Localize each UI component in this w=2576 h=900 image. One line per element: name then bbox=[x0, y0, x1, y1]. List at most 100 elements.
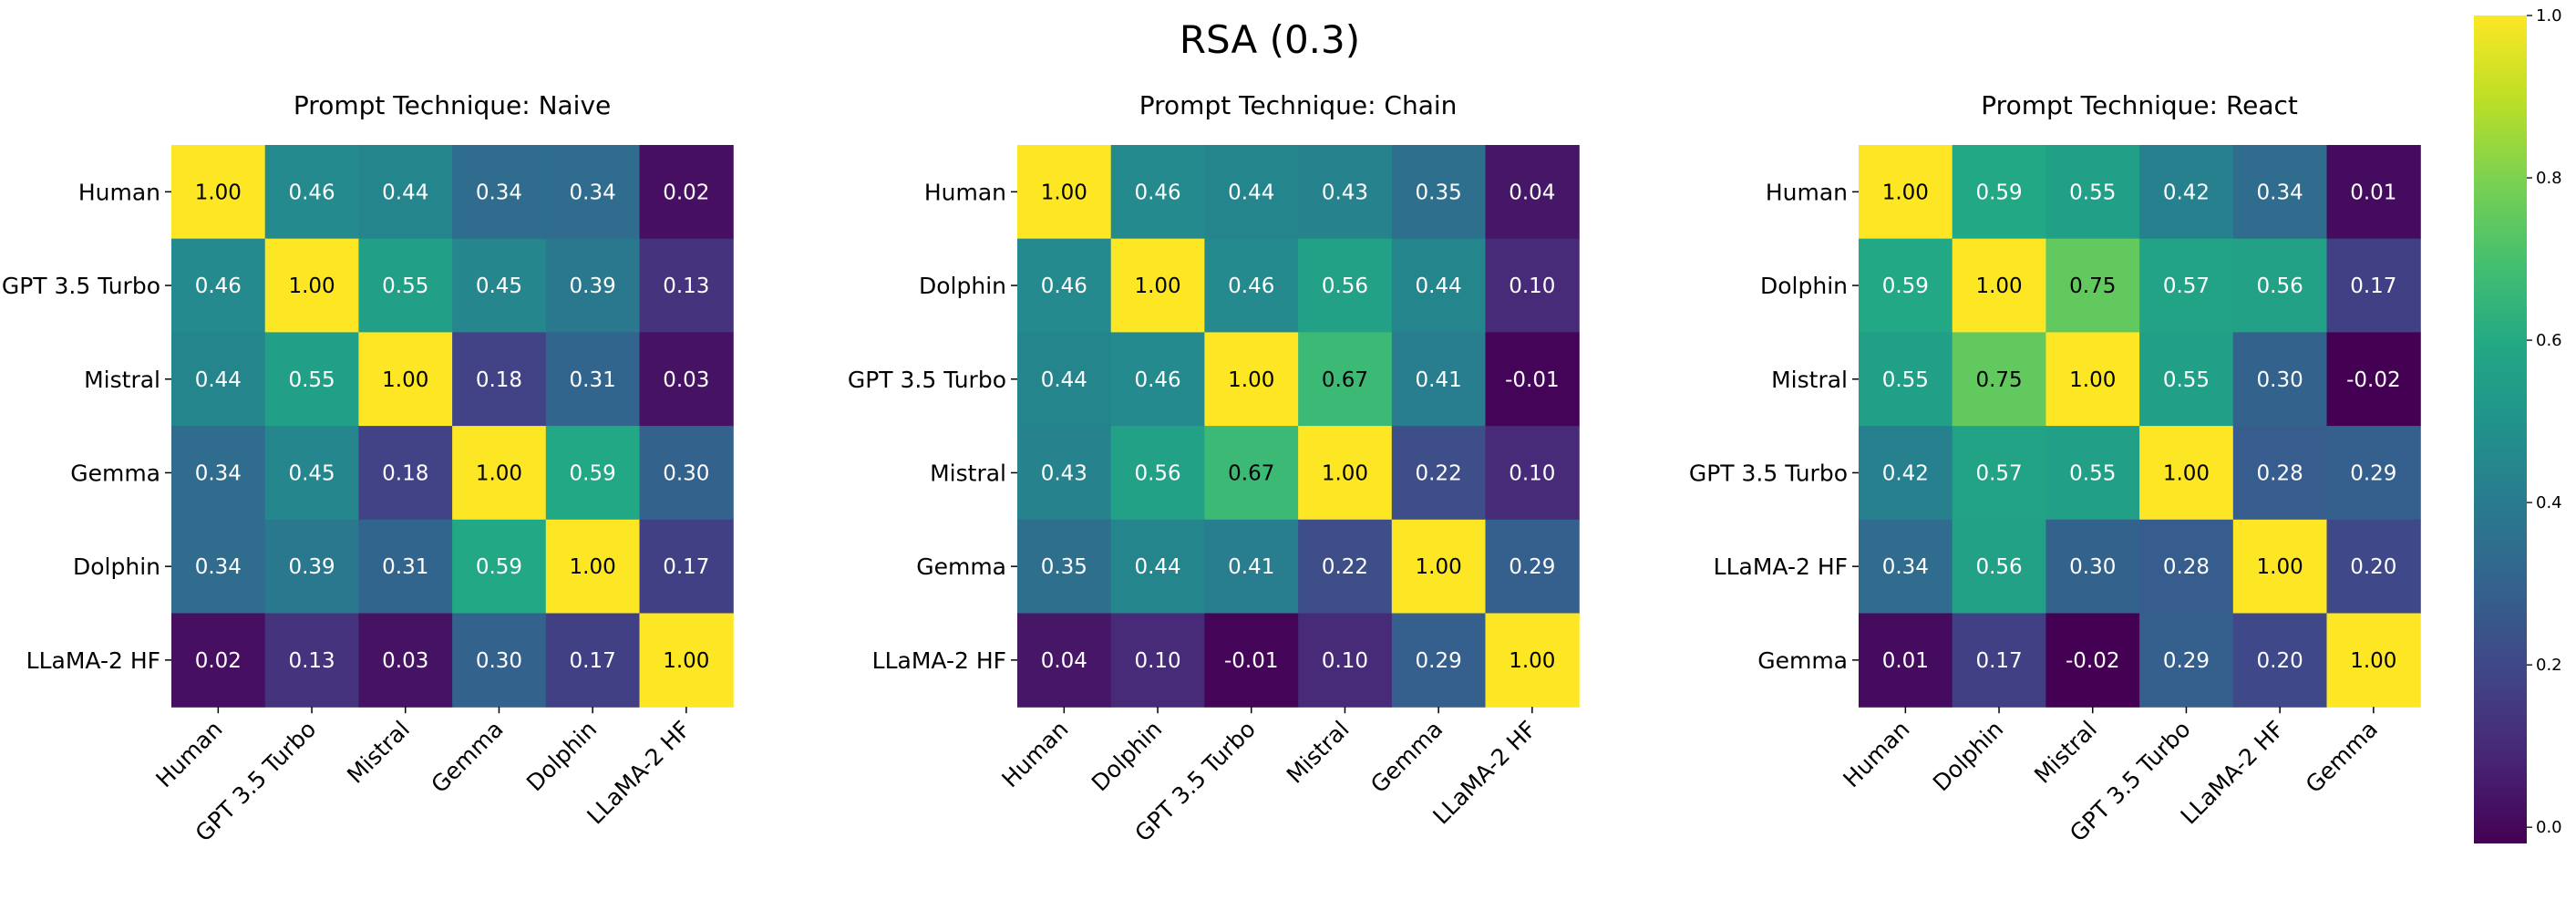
cell-value-label: 0.42 bbox=[1882, 461, 1929, 485]
cell-value-label: 1.00 bbox=[195, 181, 242, 204]
cell-value-label: 0.44 bbox=[1041, 368, 1087, 392]
y-tick-label: Mistral bbox=[84, 367, 160, 393]
heatmap-cell bbox=[2326, 519, 2421, 615]
heatmap-cell bbox=[2326, 426, 2421, 521]
x-tick-label: Dolphin bbox=[1087, 716, 1167, 796]
cell-value-label: 0.22 bbox=[1322, 555, 1368, 579]
heatmap-cell bbox=[2326, 332, 2421, 427]
heatmap-cell bbox=[1110, 238, 1205, 333]
cell-value-label: 1.00 bbox=[2163, 461, 2210, 485]
cell-value-label: 1.00 bbox=[1041, 181, 1087, 204]
y-tick-label: Human bbox=[78, 179, 160, 205]
heatmap-cell bbox=[1298, 145, 1393, 240]
heatmap-cell bbox=[1952, 332, 2046, 427]
y-tick-label: Mistral bbox=[930, 460, 1006, 486]
cell-value-label: 0.56 bbox=[1322, 274, 1368, 298]
cell-value-label: 1.00 bbox=[1509, 649, 1555, 673]
cell-value-label: 0.43 bbox=[1041, 461, 1087, 485]
y-tick-label: Mistral bbox=[1771, 367, 1848, 393]
heatmap-cell bbox=[1485, 145, 1580, 240]
heatmap-cell bbox=[2139, 332, 2234, 427]
cell-value-label: 0.10 bbox=[1322, 649, 1368, 673]
cell-value-label: 1.00 bbox=[1134, 274, 1180, 298]
heatmap-cell bbox=[1391, 613, 1487, 708]
heatmap-cell bbox=[452, 145, 547, 240]
heatmap-cell bbox=[358, 145, 453, 240]
cell-value-label: 0.46 bbox=[1134, 368, 1180, 392]
cell-value-label: 1.00 bbox=[382, 368, 428, 392]
cell-value-label: 0.59 bbox=[1882, 274, 1929, 298]
cell-value-label: 0.04 bbox=[1041, 649, 1087, 673]
heatmap-cell bbox=[1859, 613, 1953, 708]
cell-value-label: 0.57 bbox=[2163, 274, 2210, 298]
heatmap-cell bbox=[1110, 613, 1205, 708]
cell-value-label: 0.02 bbox=[663, 181, 709, 204]
x-tick-label: Human bbox=[1838, 716, 1914, 792]
cell-value-label: -0.02 bbox=[2346, 368, 2401, 392]
cell-value-label: 0.10 bbox=[1509, 274, 1555, 298]
heatmap-cell bbox=[2045, 145, 2140, 240]
cell-value-label: 0.46 bbox=[288, 181, 335, 204]
panel-title: Prompt Technique: Chain bbox=[1139, 90, 1458, 120]
cell-value-label: 0.17 bbox=[2350, 274, 2396, 298]
heatmap-cell bbox=[171, 238, 266, 333]
heatmap-cell bbox=[1391, 238, 1487, 333]
cell-value-label: 0.34 bbox=[476, 181, 522, 204]
heatmap-cell bbox=[1952, 426, 2046, 521]
heatmap-cell bbox=[2232, 332, 2328, 427]
cell-value-label: 0.46 bbox=[1228, 274, 1274, 298]
heatmap-cell bbox=[639, 613, 734, 708]
heatmap-cell bbox=[1017, 519, 1112, 615]
cell-value-label: 0.18 bbox=[382, 461, 428, 485]
heatmap-cell bbox=[1859, 332, 1953, 427]
cell-value-label: 0.31 bbox=[382, 555, 428, 579]
cell-value-label: 0.55 bbox=[2163, 368, 2210, 392]
heatmap-cell bbox=[1298, 238, 1393, 333]
heatmap-cell bbox=[358, 613, 453, 708]
heatmap-cell bbox=[1952, 613, 2046, 708]
colorbar-tick-label: 0.2 bbox=[2536, 656, 2562, 675]
heatmap-panel-3: Prompt Technique: React 1.00 0.59 0.55 0.42 0… bbox=[1689, 90, 2421, 847]
heatmap-cell bbox=[1298, 613, 1393, 708]
cell-value-label: 0.20 bbox=[2257, 649, 2303, 673]
cell-value-label: 0.39 bbox=[570, 274, 616, 298]
cell-value-label: 0.34 bbox=[195, 461, 242, 485]
cell-value-label: 0.17 bbox=[570, 649, 616, 673]
cell-value-label: 0.57 bbox=[1975, 461, 2022, 485]
cell-value-label: 0.39 bbox=[288, 555, 335, 579]
colorbar-tick-label: 0.0 bbox=[2536, 818, 2562, 837]
colorbar: 1.0 0.8 0.6 0.4 0.2 0.0 bbox=[2474, 6, 2562, 843]
y-tick-label: GPT 3.5 Turbo bbox=[1689, 460, 1848, 486]
heatmap-cell bbox=[1952, 519, 2046, 615]
y-tick-label: LLaMA-2 HF bbox=[26, 647, 160, 674]
cell-value-label: 1.00 bbox=[663, 649, 709, 673]
heatmap-cell bbox=[545, 332, 641, 427]
heatmap-cell bbox=[171, 332, 266, 427]
cell-value-label: 1.00 bbox=[1882, 181, 1929, 204]
cell-value-label: 0.29 bbox=[2350, 461, 2396, 485]
cell-value-label: 0.34 bbox=[570, 181, 616, 204]
heatmap-cell bbox=[2045, 519, 2140, 615]
heatmap-cell bbox=[1485, 426, 1580, 521]
heatmap-cell bbox=[1110, 426, 1205, 521]
heatmap-cell bbox=[639, 519, 734, 615]
heatmap-cell bbox=[2045, 332, 2140, 427]
cell-value-label: 0.59 bbox=[570, 461, 616, 485]
heatmap-cell bbox=[264, 426, 359, 521]
heatmap-cell bbox=[2232, 519, 2328, 615]
y-tick-label: GPT 3.5 Turbo bbox=[848, 367, 1006, 393]
x-tick-label: Mistral bbox=[2029, 716, 2102, 789]
heatmap-cell bbox=[639, 145, 734, 240]
heatmap-cell bbox=[2232, 238, 2328, 333]
heatmap-cell bbox=[264, 145, 359, 240]
cell-value-label: 1.00 bbox=[288, 274, 335, 298]
panel-title: Prompt Technique: React bbox=[1981, 90, 2298, 120]
x-tick-label: Gemma bbox=[1365, 716, 1448, 798]
cell-value-label: 0.44 bbox=[1416, 274, 1462, 298]
cell-value-label: 0.44 bbox=[1228, 181, 1274, 204]
heatmap-cell bbox=[1391, 519, 1487, 615]
heatmap-cell bbox=[1204, 238, 1299, 333]
heatmap-cell bbox=[1859, 426, 1953, 521]
heatmap-cell bbox=[452, 238, 547, 333]
cell-value-label: 0.03 bbox=[663, 368, 709, 392]
